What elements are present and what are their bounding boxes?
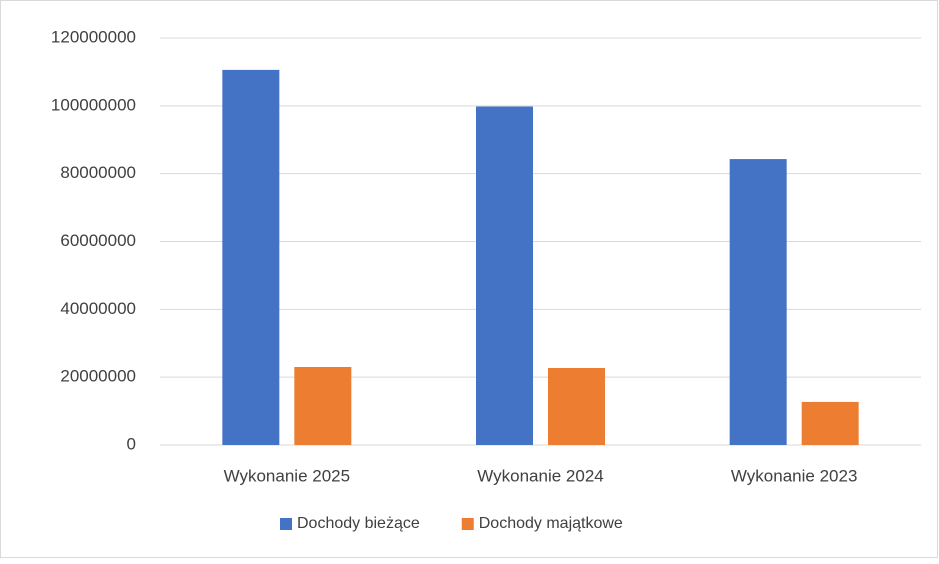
bar — [476, 106, 533, 446]
y-tick-label: 40000000 — [60, 299, 136, 318]
y-tick-label: 60000000 — [60, 231, 136, 250]
y-tick-label: 100000000 — [51, 95, 136, 114]
legend-swatch — [280, 518, 292, 530]
y-tick-label: 0 — [127, 434, 136, 453]
bar — [801, 401, 859, 445]
bar — [729, 159, 787, 445]
legend-label: Dochody majątkowe — [479, 515, 623, 532]
y-tick-label: 120000000 — [51, 27, 136, 46]
bar — [222, 69, 280, 446]
bar — [294, 366, 352, 445]
y-tick-label: 80000000 — [60, 163, 136, 182]
x-tick-label: Wykonanie 2024 — [477, 466, 604, 485]
legend-label: Dochody bieżące — [297, 515, 420, 532]
y-tick-label: 20000000 — [60, 367, 136, 386]
x-tick-label: Wykonanie 2023 — [731, 466, 858, 485]
legend-swatch — [461, 518, 474, 530]
bar — [548, 368, 605, 445]
x-tick-label: Wykonanie 2025 — [224, 466, 351, 485]
